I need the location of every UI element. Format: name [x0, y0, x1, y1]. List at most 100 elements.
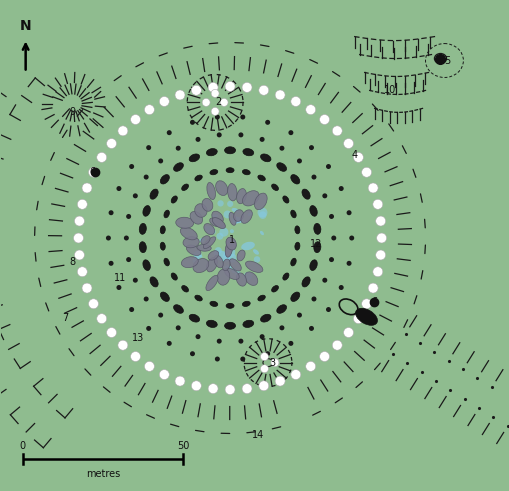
Ellipse shape	[236, 273, 246, 286]
Ellipse shape	[242, 301, 250, 306]
Circle shape	[223, 211, 231, 218]
Circle shape	[275, 376, 285, 386]
Circle shape	[191, 381, 201, 391]
Circle shape	[259, 137, 264, 142]
Ellipse shape	[224, 147, 235, 154]
Ellipse shape	[225, 303, 234, 308]
Circle shape	[129, 307, 134, 312]
Circle shape	[338, 285, 343, 290]
Circle shape	[77, 199, 87, 209]
Ellipse shape	[258, 295, 265, 301]
Ellipse shape	[260, 314, 270, 322]
Circle shape	[126, 257, 131, 262]
Text: 1: 1	[229, 235, 235, 245]
Circle shape	[130, 352, 140, 361]
Circle shape	[74, 216, 84, 226]
Circle shape	[132, 278, 137, 283]
Circle shape	[257, 208, 267, 218]
Ellipse shape	[225, 241, 232, 257]
Circle shape	[219, 228, 228, 237]
Circle shape	[238, 339, 243, 344]
Circle shape	[331, 236, 335, 241]
Circle shape	[331, 126, 342, 136]
Text: 3: 3	[268, 357, 274, 368]
Text: 6: 6	[371, 297, 377, 307]
Ellipse shape	[204, 223, 214, 235]
Ellipse shape	[206, 275, 218, 291]
Circle shape	[217, 200, 223, 207]
Ellipse shape	[290, 292, 299, 301]
Circle shape	[258, 85, 268, 95]
Circle shape	[195, 334, 200, 339]
Ellipse shape	[225, 168, 234, 173]
Ellipse shape	[244, 272, 257, 285]
Circle shape	[211, 89, 219, 97]
Ellipse shape	[211, 211, 223, 223]
Ellipse shape	[160, 242, 165, 250]
Ellipse shape	[210, 169, 217, 175]
Circle shape	[126, 214, 131, 219]
Ellipse shape	[241, 242, 254, 250]
Ellipse shape	[225, 237, 236, 250]
Circle shape	[106, 138, 117, 148]
Text: 0: 0	[19, 441, 25, 451]
Ellipse shape	[183, 237, 199, 248]
Circle shape	[195, 137, 200, 142]
Circle shape	[319, 114, 329, 125]
Ellipse shape	[181, 184, 188, 191]
Text: 6: 6	[89, 167, 95, 177]
Circle shape	[311, 297, 316, 301]
Circle shape	[216, 339, 221, 344]
Circle shape	[296, 313, 301, 318]
Circle shape	[175, 90, 185, 100]
Ellipse shape	[171, 196, 177, 203]
Ellipse shape	[294, 242, 299, 250]
Circle shape	[308, 326, 314, 331]
Circle shape	[146, 326, 151, 331]
Circle shape	[82, 183, 92, 193]
Circle shape	[288, 130, 293, 135]
Circle shape	[158, 313, 163, 318]
Ellipse shape	[203, 237, 215, 248]
Circle shape	[190, 120, 194, 125]
Circle shape	[311, 175, 316, 180]
Ellipse shape	[233, 217, 242, 223]
Circle shape	[208, 383, 218, 394]
Ellipse shape	[224, 322, 235, 329]
Ellipse shape	[229, 212, 236, 225]
Circle shape	[144, 361, 154, 371]
Ellipse shape	[242, 191, 259, 206]
Ellipse shape	[192, 259, 208, 273]
Circle shape	[242, 383, 251, 394]
Circle shape	[346, 261, 351, 266]
Ellipse shape	[215, 181, 228, 195]
Ellipse shape	[294, 226, 299, 234]
Ellipse shape	[143, 206, 150, 216]
Ellipse shape	[160, 292, 169, 301]
Circle shape	[124, 236, 129, 241]
Text: 13: 13	[132, 333, 144, 343]
Circle shape	[288, 341, 293, 346]
Ellipse shape	[282, 273, 289, 280]
Circle shape	[290, 370, 300, 380]
Ellipse shape	[276, 163, 286, 171]
Circle shape	[214, 247, 221, 254]
Ellipse shape	[204, 226, 215, 234]
Circle shape	[338, 186, 343, 191]
Circle shape	[322, 193, 327, 198]
Text: 5: 5	[443, 55, 449, 65]
Circle shape	[346, 210, 351, 215]
Ellipse shape	[355, 308, 377, 326]
Ellipse shape	[290, 258, 296, 266]
Circle shape	[220, 98, 228, 107]
Circle shape	[296, 159, 301, 164]
Circle shape	[265, 120, 270, 125]
Ellipse shape	[202, 198, 212, 211]
Ellipse shape	[309, 206, 317, 216]
Circle shape	[216, 133, 221, 137]
Ellipse shape	[252, 249, 259, 255]
Ellipse shape	[214, 255, 223, 268]
Circle shape	[130, 114, 140, 125]
Text: 12: 12	[309, 239, 321, 249]
Ellipse shape	[247, 212, 252, 216]
